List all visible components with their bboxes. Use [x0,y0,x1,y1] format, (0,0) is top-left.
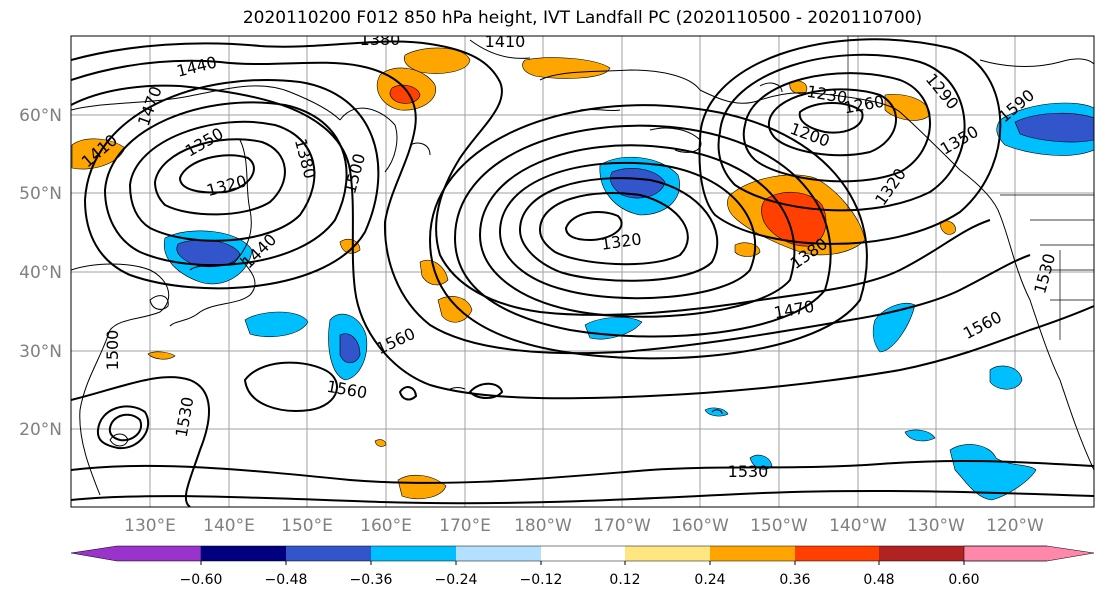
lon-label: 160°W [671,516,729,536]
contour-label: 1560 [373,324,418,358]
contour-label: 1440 [175,53,219,81]
colorbar-tick-label: 0.48 [863,572,894,588]
colorbar-seg [795,546,879,561]
colorbar-seg [879,546,964,561]
contour-label: 1560 [960,307,1005,343]
colorbar-seg [371,546,456,561]
colorbar-tick-label: −0.48 [265,572,308,588]
contour-label: 1320 [204,171,248,200]
lon-label: 130°E [124,516,176,536]
colorbar-tick-label: 0.12 [609,572,640,588]
gridlines [71,36,1094,507]
contour-label: 1410 [485,32,526,51]
colorbar-tick-label: 0.36 [779,572,810,588]
lon-label: 170°W [593,516,651,536]
contour-label: 1380 [360,30,401,49]
contour-label: 1320 [600,229,643,253]
contour-label: 1530 [1030,251,1059,295]
colorbar: −0.60 −0.48 −0.36 −0.24 −0.12 0.12 0.24 … [70,545,1095,588]
lon-label: 120°W [986,516,1044,536]
colorbar-tick-label: −0.24 [435,572,478,588]
colorbar-seg [456,546,541,561]
map-title: 2020110200 F012 850 hPa height, IVT Land… [242,8,923,28]
contour-label: 1500 [103,330,122,371]
lat-label: 60°N [19,106,62,126]
contour-label: 1230 [805,82,848,108]
ivt-shading [71,47,1094,501]
coastlines [71,36,1094,496]
lon-labels: 130°E 140°E 150°E 160°E 170°E 180°W 170°… [124,516,1044,536]
colorbar-tick-label: −0.60 [180,572,223,588]
lon-label: 150°E [281,516,333,536]
colorbar-seg [286,546,371,561]
height-contours [71,38,1094,507]
contour-label: 1260 [842,92,885,118]
lon-label: 150°W [750,516,808,536]
colorbar-seg [70,545,202,562]
contour-label: 1530 [728,462,769,481]
lon-label: 180°W [514,516,572,536]
contour-label: 1380 [291,136,320,180]
colorbar-seg [710,546,795,561]
colorbar-tick-label: −0.12 [520,572,563,588]
map-frame [70,35,1095,508]
colorbar-seg [541,546,625,561]
colorbar-tick-label: 0.24 [694,572,725,588]
lat-label: 30°N [19,342,62,362]
lon-label: 160°E [360,516,412,536]
colorbar-tick-label: 0.60 [948,572,979,588]
contour-label: 1440 [238,230,280,272]
lon-label: 140°W [829,516,887,536]
colorbar-seg [625,546,710,561]
colorbar-seg [963,545,1095,562]
lat-label: 40°N [19,263,62,283]
colorbar-tick-label: −0.36 [350,572,393,588]
lon-label: 170°E [439,516,491,536]
contour-label: 1530 [172,395,198,438]
lat-labels: 60°N 50°N 40°N 30°N 20°N [19,106,62,440]
lat-label: 20°N [19,420,62,440]
lon-label: 140°E [203,516,255,536]
colorbar-seg [201,546,286,561]
lat-label: 50°N [19,184,62,204]
lon-label: 130°W [907,516,965,536]
contour-label: 1200 [788,119,833,151]
